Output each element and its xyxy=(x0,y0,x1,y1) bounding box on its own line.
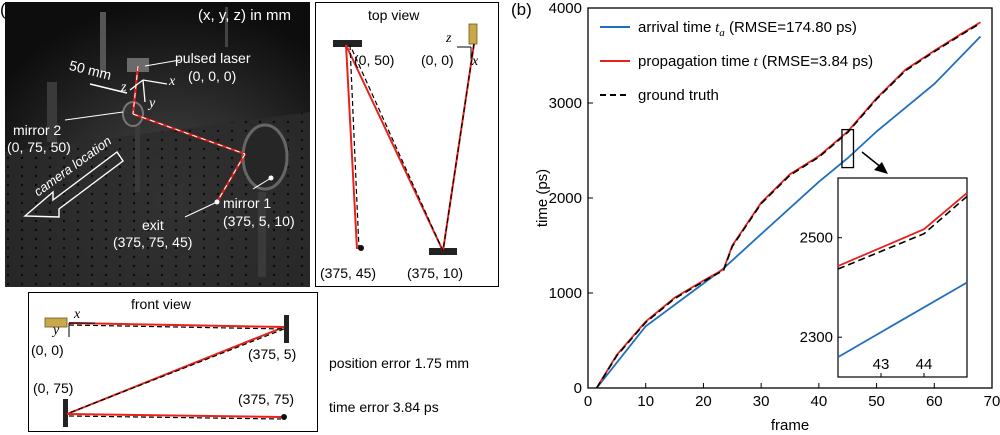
front-view-axis-x: x xyxy=(74,307,81,322)
zoom-box xyxy=(841,128,855,169)
legend-subscript: a xyxy=(719,27,725,39)
pulsed-laser-coords: (0, 0, 0) xyxy=(188,68,237,84)
inset-x-tick-label: 43 xyxy=(873,356,890,373)
legend-var: t xyxy=(750,54,759,70)
legend-rmse: (RMSE=174.80 ps) xyxy=(725,19,857,36)
legend-rmse: (RMSE=3.84 ps) xyxy=(758,53,873,70)
inset-series-line-2 xyxy=(837,195,968,270)
x-tick-label: 20 xyxy=(695,393,712,410)
legend-var: t xyxy=(711,20,720,36)
top-view-point-0-0: (0, 0) xyxy=(421,52,454,68)
y-tick-label: 4000 xyxy=(549,0,582,17)
coord-system-title: (x, y, z) in mm xyxy=(198,7,292,24)
inset-y-tick-label: 2300 xyxy=(800,329,833,346)
front-view-point-375-75: (375, 75) xyxy=(238,391,295,407)
zoom-arrow-head xyxy=(874,162,888,174)
front-view-drawing xyxy=(44,315,289,427)
series-line-2 xyxy=(595,22,981,389)
x-tick-label: 60 xyxy=(926,393,943,410)
x-tick-label: 70 xyxy=(984,393,1000,410)
x-tick-label: 10 xyxy=(637,393,654,410)
legend-name: arrival time xyxy=(638,19,711,36)
front-view-axis-y: y xyxy=(53,323,60,338)
x-tick-label: 50 xyxy=(868,393,885,410)
x-tick-label: 0 xyxy=(584,393,592,410)
photo-axis-y: y xyxy=(149,96,156,111)
x-tick-label: 40 xyxy=(811,393,828,410)
photo-axis-x: x xyxy=(169,74,176,89)
top-view-drawing xyxy=(333,23,478,255)
panel-b-label: (b) xyxy=(511,0,532,19)
mirror1-coords: (375, 5, 10) xyxy=(223,213,295,229)
series-line-0 xyxy=(595,35,982,389)
top-view-point-375-45: (375, 45) xyxy=(320,265,377,281)
inset-y-tick-label: 2500 xyxy=(800,230,833,247)
top-view-axis-z: z xyxy=(446,31,452,46)
y-tick-label: 3000 xyxy=(549,95,582,112)
top-view-axis-x: x xyxy=(472,54,479,69)
top-view-title: top view xyxy=(368,7,420,23)
y-tick-label: 1000 xyxy=(549,285,582,302)
inset-series-line-0 xyxy=(837,281,968,358)
legend-label-0: arrival time ta (RMSE=174.80 ps) xyxy=(638,19,857,39)
exit-coords: (375, 75, 45) xyxy=(113,234,193,250)
legend-label-1: propagation time t (RMSE=3.84 ps) xyxy=(638,53,873,70)
inset-frame xyxy=(837,177,968,378)
legend-label-2: ground truth xyxy=(638,87,719,104)
setup-photo: (x, y, z) in mm pulsed laser (0, 0, 0) 5… xyxy=(5,2,310,287)
front-view-panel: front view x y (0, 0) (375, 5) (0, 75) (… xyxy=(28,292,318,432)
time-error-text: time error 3.84 ps xyxy=(329,399,439,415)
y-tick-label: 2000 xyxy=(549,190,582,207)
legend-name: ground truth xyxy=(638,87,719,104)
position-error-text: position error 1.75 mm xyxy=(329,355,470,371)
x-tick-label: 30 xyxy=(753,393,770,410)
photo-axis-z: z xyxy=(121,80,127,95)
legend-name: propagation time xyxy=(638,53,750,70)
mirror2-coords: (0, 75, 50) xyxy=(7,139,71,155)
mirror1-label: mirror 1 xyxy=(223,195,272,211)
exit-label: exit xyxy=(142,217,164,233)
pulsed-laser-label: pulsed laser xyxy=(175,50,251,66)
setup-photo-drawing xyxy=(5,2,310,287)
y-tick-label: 0 xyxy=(574,380,582,397)
top-view-panel: top view (0, 50) (0, 0) z x (375, 45) (3… xyxy=(315,2,499,287)
top-view-point-0-50: (0, 50) xyxy=(354,52,395,68)
front-view-title: front view xyxy=(131,296,191,312)
front-view-point-0-0: (0, 0) xyxy=(31,342,64,358)
front-view-point-375-5: (375, 5) xyxy=(248,346,297,362)
mirror2-label: mirror 2 xyxy=(13,122,62,138)
front-view-point-0-75: (0, 75) xyxy=(33,380,74,396)
x-axis-label: frame xyxy=(771,417,809,434)
inset-x-tick-label: 44 xyxy=(916,356,933,373)
y-axis-label: time (ps) xyxy=(534,169,551,227)
inset-series-line-1 xyxy=(837,192,968,267)
top-view-point-375-10: (375, 10) xyxy=(407,265,464,281)
